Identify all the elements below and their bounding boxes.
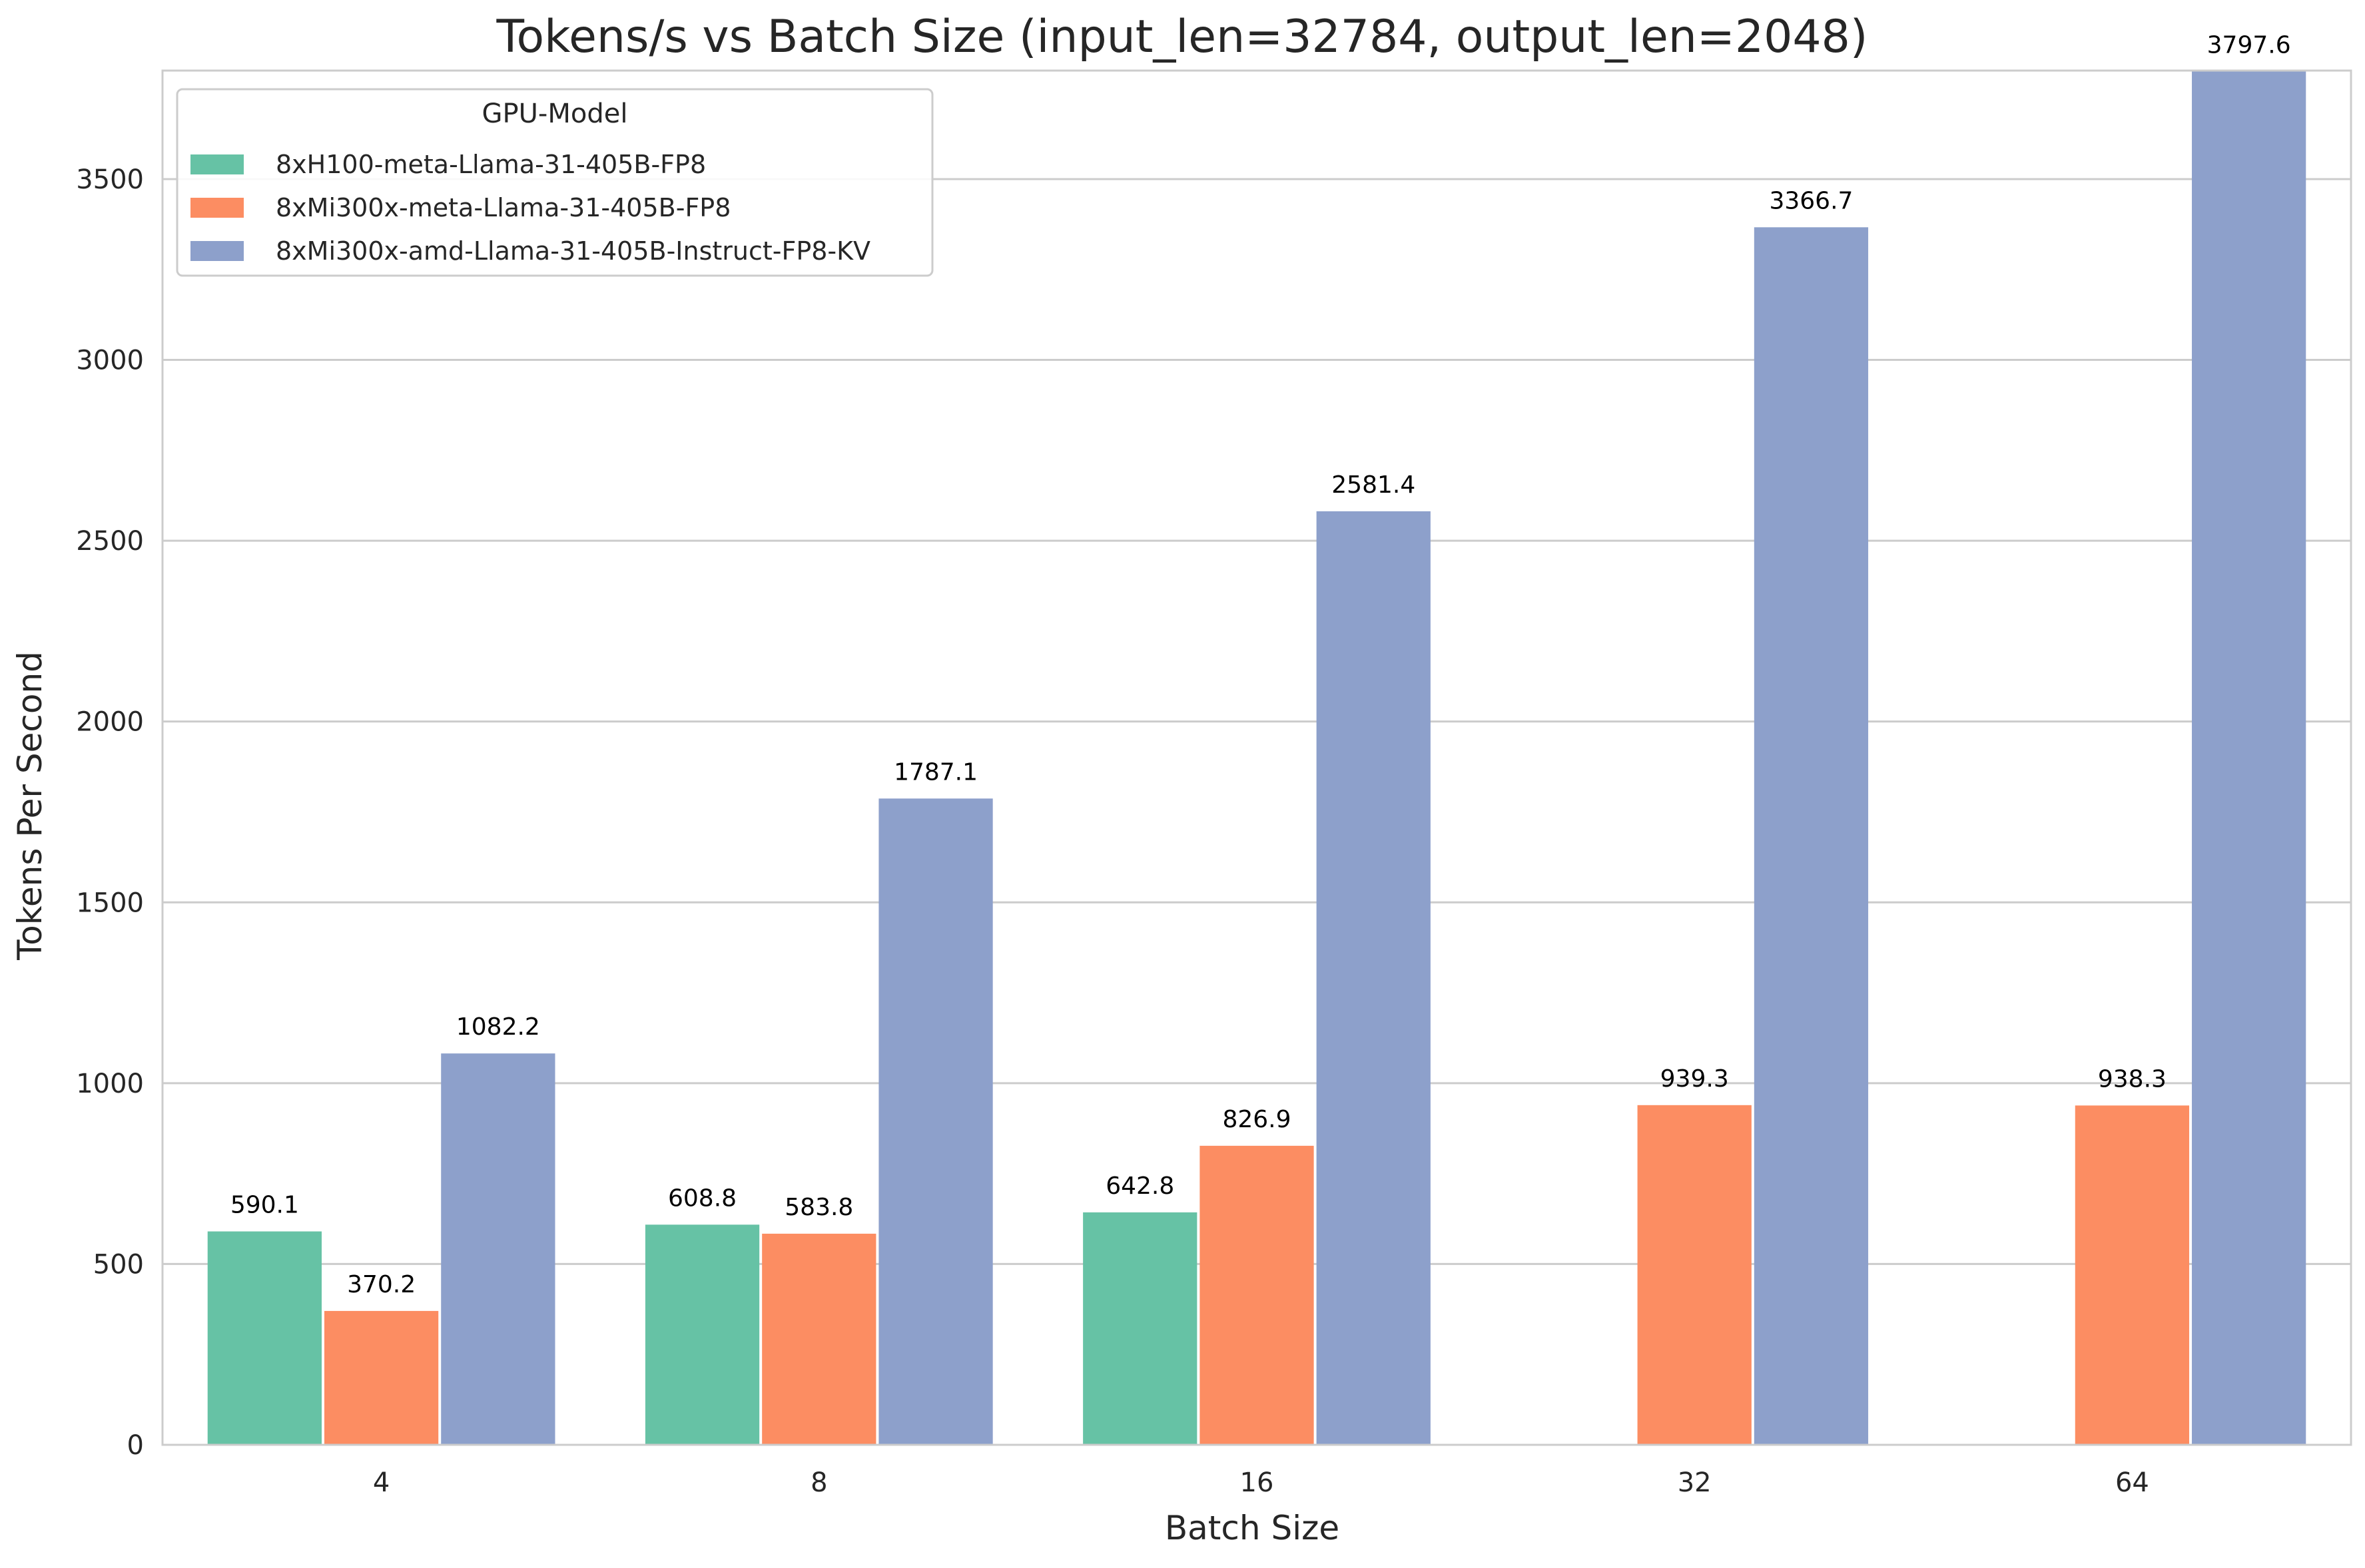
y-tick-label: 1500 [76,888,144,918]
bar [2075,1105,2190,1445]
y-tick-label: 3000 [76,346,144,376]
x-tick-label: 16 [1240,1467,1274,1498]
bar [762,1233,876,1445]
bar [1083,1212,1197,1445]
bar-data-label: 642.8 [1106,1173,1174,1200]
bar [207,1231,322,1445]
bar-data-label: 583.8 [785,1194,853,1221]
x-tick-label: 64 [2115,1467,2149,1498]
bar-data-label: 1787.1 [894,758,978,786]
axes: 0 500 1000 1500 2000 2500 3000 3500 4 8 16 32 64 [76,69,2352,1498]
y-tick-label: 2000 [76,707,144,738]
x-axis-label: Batch Size [1165,1509,1339,1547]
legend-box [176,88,934,277]
legend-swatch [190,154,244,174]
bar-data-label: 590.1 [230,1191,299,1218]
y-tick-label: 500 [93,1249,144,1280]
bar-data-label: 938.3 [2098,1065,2167,1093]
bar-data-label: 370.2 [347,1271,416,1298]
data-labels: 590.1 608.8 642.8 370.2 583.8 826.9 939.3 938.3… [230,31,2291,1298]
y-axis-label: Tokens Per Second [11,651,49,961]
bar [1754,227,1869,1445]
bar [324,1310,439,1445]
legend-title: GPU-Model [482,99,628,129]
bar-data-label: 2581.4 [1331,471,1415,499]
bar [441,1053,555,1445]
legend-entry-label: 8xH100-meta-Llama-31-405B-FP8 [276,150,706,179]
x-tick-label: 8 [811,1467,827,1498]
bar [1637,1105,1752,1445]
bars [207,71,2306,1445]
bar [645,1224,760,1445]
legend-swatch [190,198,244,218]
legend-entry-label: 8xMi300x-meta-Llama-31-405B-FP8 [276,193,731,222]
x-tick-label: 4 [373,1467,390,1498]
bar [1316,511,1431,1445]
legend-entry-label: 8xMi300x-amd-Llama-31-405B-Instruct-FP8-… [276,236,870,266]
bar [878,798,993,1445]
y-tick-label: 2500 [76,526,144,557]
bar-data-label: 3797.6 [2207,31,2291,59]
y-tick-label: 1000 [76,1069,144,1099]
chart-title: Tokens/s vs Batch Size (input_len=32784,… [496,11,1868,63]
plot-frame [161,69,2352,1446]
bar-data-label: 939.3 [1660,1065,1729,1093]
bar-data-label: 608.8 [668,1184,737,1212]
bar-data-label: 1082.2 [456,1013,540,1041]
y-tick-label: 3500 [76,164,144,195]
y-tick-label: 0 [127,1430,144,1461]
legend: GPU-Model 8xH100-meta-Llama-31-405B-FP8 8x… [176,88,934,277]
bar-data-label: 826.9 [1222,1106,1291,1133]
legend-swatch [190,241,244,261]
bar-data-label: 3366.7 [1769,187,1853,214]
bar [2192,71,2306,1445]
x-tick-label: 32 [1678,1467,1712,1498]
bar [1199,1145,1314,1445]
